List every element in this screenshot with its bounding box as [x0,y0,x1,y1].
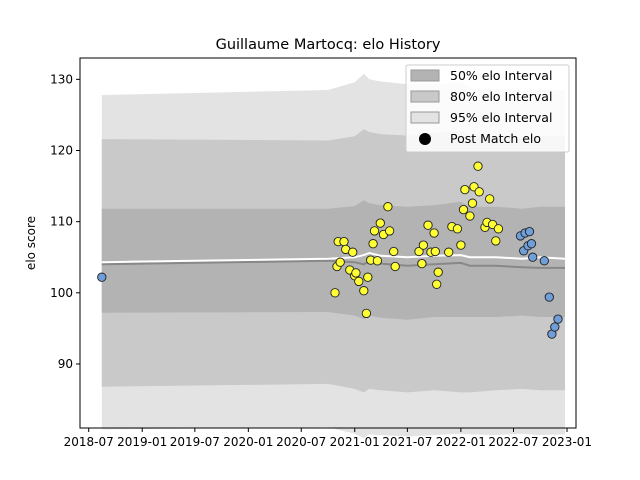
x-tick-label-9: 2023-01 [542,435,592,449]
legend-marker-post-match [419,133,431,145]
point-normal-0 [97,272,107,282]
x-tick-label-2: 2019-07 [170,435,220,449]
point-highlight-12 [361,308,372,319]
point-highlight-27 [423,220,433,230]
point-highlight-15 [368,239,378,249]
point-highlight-26 [418,240,429,250]
legend: 50% elo Interval 80% elo Interval 95% el… [405,64,570,153]
point-highlight-13 [363,272,373,282]
legend-swatch-80 [410,90,440,103]
point-highlight-11 [359,286,369,296]
point-highlight-37 [458,204,469,215]
point-highlight-32 [433,267,443,277]
point-highlight-43 [474,187,484,197]
x-tick-label-4: 2020-07 [276,435,326,449]
y-tick-label-0: 90 [58,357,73,371]
point-normal-8 [539,256,549,266]
point-highlight-40 [467,198,478,208]
point-highlight-25 [417,258,427,269]
y-tick-label-3: 120 [50,144,73,158]
y-tick-label-1: 100 [50,286,73,300]
point-highlight-39 [465,211,475,221]
point-highlight-20 [383,202,393,212]
point-highlight-0 [330,288,340,298]
point-highlight-7 [348,247,358,257]
point-normal-6 [526,239,537,249]
point-normal-12 [553,314,563,324]
legend-label-post-match: Post Match elo [450,131,541,146]
point-highlight-16 [369,226,380,236]
band-50-interval [101,200,566,320]
x-tick-label-0: 2018-07 [64,435,114,449]
legend-swatch-50 [410,69,440,82]
x-axis-ticks: 2018-07 2019-01 2019-07 2020-01 2020-07 2021-… [64,428,592,449]
mean-line [101,251,566,264]
legend-label-80: 80% elo Interval [450,89,552,104]
legend-label-95: 95% elo Interval [450,110,552,125]
point-highlight-10 [354,276,364,287]
x-tick-label-3: 2020-01 [223,435,273,449]
point-normal-11 [550,322,560,332]
x-tick-label-8: 2022-07 [488,435,538,449]
point-highlight-33 [444,247,454,257]
point-highlight-9 [351,268,361,278]
y-axis-ticks: 90 100 110 120 130 [50,72,80,371]
y-tick-label-4: 130 [50,72,73,86]
point-highlight-22 [389,246,399,257]
point-highlight-46 [485,194,495,204]
point-highlight-49 [493,224,504,234]
point-normal-5 [524,226,535,237]
y-tick-label-2: 110 [50,215,73,229]
point-highlight-29 [429,228,439,238]
point-highlight-30 [430,246,440,257]
point-normal-9 [544,292,554,302]
x-tick-label-7: 2022-01 [436,435,486,449]
x-tick-label-6: 2021-07 [382,435,432,449]
point-highlight-24 [414,246,424,257]
point-highlight-35 [452,224,463,234]
point-highlight-31 [432,279,442,289]
x-tick-label-5: 2021-01 [330,435,380,449]
point-highlight-38 [460,184,470,195]
x-tick-label-1: 2019-01 [117,435,167,449]
point-highlight-4 [339,236,349,247]
point-highlight-36 [456,240,466,250]
axes-frame [79,57,577,429]
post-match-points [97,161,563,339]
point-highlight-17 [372,256,383,266]
y-axis-label: elo score [24,216,38,270]
legend-swatch-95 [410,111,440,124]
point-highlight-23 [390,261,400,272]
chart-title: Guillaume Martocq: elo History [216,37,441,53]
point-highlight-21 [384,226,395,236]
point-normal-7 [528,252,538,262]
point-highlight-48 [491,236,501,246]
plot-area [97,73,566,438]
legend-box [405,64,570,153]
point-highlight-42 [473,161,483,171]
point-highlight-18 [375,218,385,228]
point-highlight-3 [335,257,345,267]
legend-label-50: 50% elo Interval [450,68,552,83]
